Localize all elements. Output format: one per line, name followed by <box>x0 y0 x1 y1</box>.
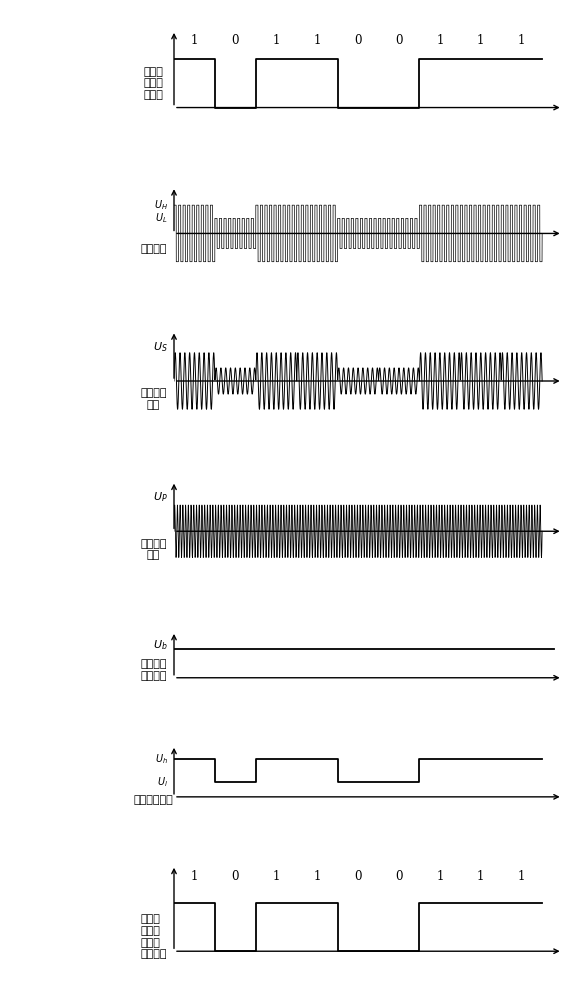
Text: $U_S$: $U_S$ <box>153 340 168 354</box>
Text: $U_L$: $U_L$ <box>155 211 168 225</box>
Text: 0: 0 <box>231 34 239 47</box>
Text: $U_H$: $U_H$ <box>154 198 168 212</box>
Text: $U_P$: $U_P$ <box>153 490 168 504</box>
Text: 1: 1 <box>477 34 484 47</box>
Text: 1: 1 <box>273 870 280 883</box>
Text: 1: 1 <box>313 34 321 47</box>
Text: 1: 1 <box>313 870 321 883</box>
Text: 0: 0 <box>395 34 403 47</box>
Text: 1: 1 <box>436 34 444 47</box>
Text: 解调后
的第二
识别码
开关信号: 解调后 的第二 识别码 开关信号 <box>140 914 167 959</box>
Text: 0: 0 <box>354 34 362 47</box>
Text: 1: 1 <box>436 870 444 883</box>
Text: 1: 1 <box>273 34 280 47</box>
Text: $U_h$: $U_h$ <box>155 752 168 766</box>
Text: 1: 1 <box>191 34 198 47</box>
Text: 第二识
别码开
关信号: 第二识 别码开 关信号 <box>144 67 164 100</box>
Text: 0: 0 <box>395 870 403 883</box>
Text: 第一谐振
电压: 第一谐振 电压 <box>140 388 167 410</box>
Text: 逆变电压: 逆变电压 <box>140 244 167 254</box>
Text: 1: 1 <box>518 870 525 883</box>
Text: 第二谐振
电压: 第二谐振 电压 <box>140 539 167 560</box>
Text: 1: 1 <box>191 870 198 883</box>
Text: 锁相电压波形: 锁相电压波形 <box>133 795 173 805</box>
Text: 0: 0 <box>231 870 239 883</box>
Text: $U_l$: $U_l$ <box>157 776 168 789</box>
Text: 1: 1 <box>518 34 525 47</box>
Text: $U_b$: $U_b$ <box>153 638 168 652</box>
Text: 0: 0 <box>354 870 362 883</box>
Text: 1: 1 <box>477 870 484 883</box>
Text: 整流波形
（副边）: 整流波形 （副边） <box>140 659 167 681</box>
